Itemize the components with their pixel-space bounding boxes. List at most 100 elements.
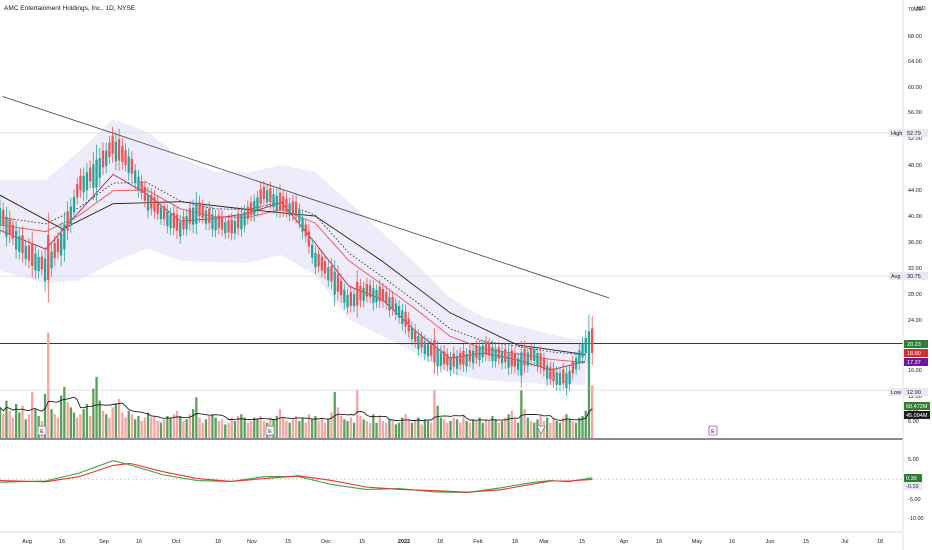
volume-bar xyxy=(182,421,185,438)
macd-tag xyxy=(904,482,922,490)
candle-body xyxy=(43,258,47,281)
volume-bar xyxy=(224,424,227,438)
bollinger-band xyxy=(0,119,585,385)
candle-body xyxy=(452,353,455,367)
volume-bar xyxy=(401,417,404,438)
split-marker xyxy=(536,425,546,435)
candle-body xyxy=(513,354,517,367)
candle-body xyxy=(0,208,2,226)
volume-bar xyxy=(578,417,581,438)
candle-body xyxy=(117,139,121,161)
candle-body xyxy=(327,267,330,281)
volume-bar xyxy=(311,419,314,438)
candle-body xyxy=(143,186,146,201)
price-tick-label: 60.00 xyxy=(908,85,922,91)
candle-body xyxy=(92,164,95,188)
volume-bar xyxy=(43,393,47,438)
volume-bar xyxy=(282,417,285,438)
candle-body xyxy=(488,343,491,356)
volume-bar xyxy=(227,422,230,438)
volume-bar xyxy=(314,415,317,438)
candle-body xyxy=(587,331,591,365)
price-tick-label: 32.00 xyxy=(908,266,922,272)
volume-bar xyxy=(584,410,587,438)
volume-bar xyxy=(517,422,520,438)
time-tick-label: Aug xyxy=(22,539,32,545)
volume-bar xyxy=(378,415,381,438)
tag-label: Low xyxy=(891,390,901,396)
volume-bar xyxy=(494,419,497,438)
volume-average xyxy=(0,396,593,422)
price-tick-label: 44.00 xyxy=(908,188,922,194)
volume-bar xyxy=(278,409,282,438)
earnings-marker xyxy=(265,425,275,436)
candle-body xyxy=(565,373,568,389)
volume-bar xyxy=(542,421,546,438)
volume-bar xyxy=(513,419,517,438)
candle-body xyxy=(24,245,27,259)
candle-body xyxy=(272,194,275,208)
time-axis[interactable]: Aug 16 Sep 16 Oct 18 Nov 15 Dec 15 2022 18 Feb 18 Mar 1… xyxy=(22,539,883,545)
candle-body xyxy=(504,349,507,363)
price-candles[interactable] xyxy=(0,126,594,396)
chart-title: AMC Entertainment Holdings, Inc., 1D, NY… xyxy=(4,5,136,12)
volume-bar xyxy=(552,419,555,438)
candle-body xyxy=(465,354,468,367)
volume-bar xyxy=(150,417,153,438)
volume-bar xyxy=(346,421,349,438)
tag-label: High xyxy=(891,131,902,137)
price-tag xyxy=(904,358,928,366)
time-tick-label: Sep xyxy=(99,539,109,545)
time-tick-label: 18 xyxy=(437,539,443,545)
price-tick-label: 12.00 xyxy=(908,394,922,400)
currency-button[interactable]: USD xyxy=(914,6,926,12)
candle-body xyxy=(478,346,481,360)
price-axis[interactable]: 70.00 68.00 64.00 60.00 56.00 52.00 48.00 44.00… xyxy=(908,7,924,522)
price-tick-label: 36.00 xyxy=(908,240,922,246)
volume-bar xyxy=(375,422,378,438)
volume-bar xyxy=(562,417,565,438)
candle-body xyxy=(558,373,562,385)
candle-body xyxy=(581,343,584,358)
macd-line-macd xyxy=(0,460,593,494)
volume-bar xyxy=(504,417,507,438)
time-tick-label: 18 xyxy=(215,539,221,545)
candle-body xyxy=(282,196,285,211)
candle-body xyxy=(63,224,66,250)
volume-bar xyxy=(2,414,5,438)
band-fill xyxy=(0,119,585,385)
trend-line[interactable] xyxy=(2,95,610,299)
price-grid xyxy=(0,132,903,391)
price-tag-value: 17.37 xyxy=(907,360,921,366)
candle-body xyxy=(426,344,430,357)
price-tag xyxy=(904,340,928,348)
candle-body xyxy=(591,328,594,353)
volume-bar xyxy=(130,414,134,438)
volume-bar xyxy=(217,421,220,438)
candle-body xyxy=(53,243,56,259)
candle-body xyxy=(404,311,407,327)
candle-body xyxy=(220,216,224,230)
candle-body xyxy=(484,342,488,355)
volume-bar xyxy=(256,419,259,438)
volume-bar xyxy=(163,419,166,438)
candle-body xyxy=(369,285,372,298)
time-tick-label: Dec xyxy=(321,539,331,545)
volume-bar xyxy=(452,417,455,438)
macd-line-signal xyxy=(0,462,593,493)
candle-body xyxy=(507,353,510,368)
volume-bar xyxy=(336,407,340,438)
candle-body xyxy=(552,368,555,382)
volume-bar xyxy=(66,402,69,438)
volume-bar xyxy=(63,387,66,438)
candle-body xyxy=(95,159,98,188)
candle-body xyxy=(317,254,320,267)
volume-bar xyxy=(323,422,327,438)
volume-bar xyxy=(365,421,368,438)
candle-body xyxy=(130,159,134,174)
price-tick-label: 52.00 xyxy=(908,136,922,142)
volume-bar xyxy=(143,417,146,438)
candle-body xyxy=(156,201,159,214)
